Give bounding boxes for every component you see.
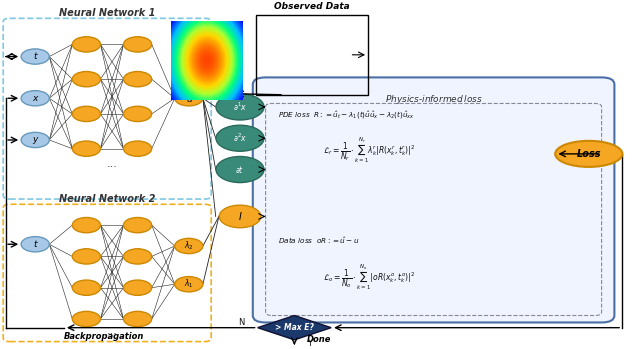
Text: ...: ... [107, 159, 117, 169]
Text: ...: ... [107, 326, 117, 336]
Text: $\partial^1 x$: $\partial^1 x$ [233, 101, 247, 113]
Text: $\partial t$: $\partial t$ [236, 164, 244, 175]
Circle shape [72, 249, 100, 264]
Circle shape [175, 91, 203, 106]
Text: Neural Network 1: Neural Network 1 [59, 8, 156, 18]
Circle shape [72, 141, 100, 156]
Ellipse shape [219, 205, 261, 228]
Circle shape [72, 311, 100, 327]
Circle shape [21, 91, 49, 106]
Ellipse shape [216, 125, 264, 151]
Circle shape [124, 37, 152, 52]
Circle shape [124, 106, 152, 121]
Circle shape [72, 106, 100, 121]
Ellipse shape [216, 94, 264, 120]
Circle shape [175, 238, 203, 254]
Text: $\it{Physics\text{-}informed\,loss}$: $\it{Physics\text{-}informed\,loss}$ [385, 93, 483, 106]
Text: Neural Network 2: Neural Network 2 [59, 194, 156, 204]
Text: Done: Done [307, 335, 332, 344]
Circle shape [124, 217, 152, 233]
Text: Y: Y [307, 339, 312, 348]
Circle shape [124, 280, 152, 295]
Text: t: t [33, 240, 37, 249]
Text: $I$: $I$ [237, 210, 243, 222]
Text: $\partial^2 x$: $\partial^2 x$ [233, 132, 247, 144]
Text: $\mathcal{L}_r = \dfrac{1}{N_r}\cdot\sum_{k=1}^{N_r} \lambda_k^r|R(x_k^r,t_k^r)|: $\mathcal{L}_r = \dfrac{1}{N_r}\cdot\sum… [323, 135, 415, 165]
Text: $\mathcal{L}_o = \dfrac{1}{N_o}\cdot\sum_{k=1}^{N_o} |oR(x_k^o,t_k^o)|^2$: $\mathcal{L}_o = \dfrac{1}{N_o}\cdot\sum… [323, 262, 415, 292]
Text: > Max E?: > Max E? [275, 323, 314, 332]
Text: x: x [33, 94, 38, 103]
Circle shape [72, 37, 100, 52]
Circle shape [124, 72, 152, 87]
Text: $\lambda_2$: $\lambda_2$ [184, 240, 194, 252]
Circle shape [124, 249, 152, 264]
Text: $\it{Data\ loss}$  $oR:=\hat{u} - u$: $\it{Data\ loss}$ $oR:=\hat{u} - u$ [278, 235, 360, 246]
Text: $\lambda_1$: $\lambda_1$ [184, 278, 194, 290]
Ellipse shape [556, 141, 623, 167]
Circle shape [124, 311, 152, 327]
Text: $\hat{u}$: $\hat{u}$ [186, 92, 193, 105]
Ellipse shape [216, 156, 264, 183]
FancyBboxPatch shape [253, 77, 614, 322]
Circle shape [72, 72, 100, 87]
Text: N: N [239, 318, 244, 327]
Text: $\it{PDE\ loss}$  $R:=\hat{u}_t - \lambda_1(t)\hat{u}\hat{u}_x - \lambda_2(t)\ha: $\it{PDE\ loss}$ $R:=\hat{u}_t - \lambda… [278, 110, 415, 121]
Circle shape [124, 141, 152, 156]
Circle shape [72, 217, 100, 233]
Circle shape [21, 49, 49, 64]
Text: Backpropagation: Backpropagation [64, 332, 145, 341]
Circle shape [175, 276, 203, 292]
Text: Loss: Loss [577, 149, 601, 159]
Text: t: t [33, 52, 37, 61]
Text: y: y [33, 135, 38, 144]
Text: Observed Data: Observed Data [274, 2, 350, 12]
Circle shape [21, 132, 49, 148]
Circle shape [21, 237, 49, 252]
Circle shape [72, 280, 100, 295]
Polygon shape [258, 315, 332, 340]
